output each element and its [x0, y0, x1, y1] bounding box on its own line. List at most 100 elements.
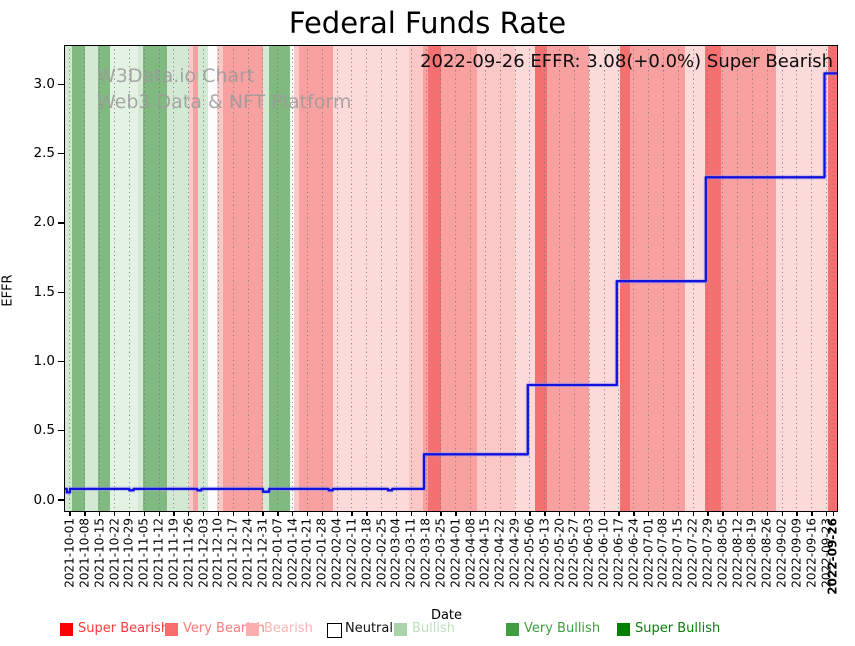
- gridline: [573, 45, 575, 512]
- gridline: [662, 45, 664, 512]
- x-tick-label: 2022-01-14: [284, 518, 299, 588]
- gridline: [232, 45, 234, 512]
- sentiment-band-very_bullish: [72, 45, 85, 512]
- effr-series-path: [64, 72, 838, 494]
- sentiment-band-very_bullish: [269, 45, 291, 512]
- x-axis-label: Date: [430, 608, 463, 623]
- sentiment-band-very_bullish: [97, 45, 111, 512]
- x-tick: [114, 512, 116, 516]
- x-tick-label: 2022-02-18: [359, 518, 374, 588]
- watermark-line2: Web3 Data & NFT Platform: [97, 91, 352, 113]
- x-tick: [603, 512, 605, 516]
- x-tick: [292, 512, 294, 516]
- x-tick-label: 2022-09-26: [825, 518, 840, 595]
- x-tick-label: 2021-11-12: [151, 518, 166, 588]
- gridline: [781, 45, 783, 512]
- x-tick: [737, 512, 739, 516]
- x-tick-label: 2022-07-22: [685, 518, 700, 588]
- x-tick-label: 2022-05-06: [522, 518, 537, 588]
- x-tick: [203, 512, 205, 516]
- gridline: [832, 45, 834, 512]
- x-tick-label: 2021-10-01: [62, 518, 77, 588]
- x-tick-label: 2021-11-26: [181, 518, 196, 588]
- x-tick-label: 2022-09-09: [789, 518, 804, 588]
- x-tick: [158, 512, 160, 516]
- x-tick-label: 2021-12-31: [255, 518, 270, 588]
- x-tick-label: 2022-09-02: [774, 518, 789, 588]
- gridline: [173, 45, 175, 512]
- sentiment-band-super_bearish: [428, 45, 441, 512]
- gridline: [395, 45, 397, 512]
- x-tick-label: 2022-04-01: [448, 518, 463, 588]
- x-tick: [351, 512, 353, 516]
- x-tick: [796, 512, 798, 516]
- x-tick-label: 2022-07-01: [641, 518, 656, 588]
- x-tick: [366, 512, 368, 516]
- x-tick-label: 2021-11-19: [166, 518, 181, 588]
- x-tick-label: 2022-05-27: [566, 518, 581, 588]
- legend-swatch-very-bullish: [506, 623, 519, 636]
- x-tick-label: 2022-07-15: [670, 518, 685, 588]
- x-tick: [766, 512, 769, 516]
- plot-area: W3Data.io Chart Web3 Data & NFT Platform…: [64, 45, 838, 512]
- gridline: [559, 45, 561, 512]
- x-tick: [573, 512, 576, 516]
- x-tick-label: 2022-06-24: [626, 518, 641, 588]
- legend-label: Super Bullish: [635, 621, 721, 636]
- x-tick: [99, 512, 101, 516]
- watermark-line1: W3Data.io Chart: [97, 65, 255, 87]
- gridline: [707, 45, 709, 512]
- x-tick: [707, 512, 709, 516]
- x-tick-label: 2021-10-29: [121, 518, 136, 588]
- x-tick: [232, 512, 234, 516]
- x-tick-label: 2021-12-10: [210, 518, 225, 588]
- watermark: W3Data.io Chart Web3 Data & NFT Platform: [97, 63, 351, 115]
- x-tick-label: 2022-04-22: [492, 518, 507, 588]
- sentiment-band-super_bearish: [620, 45, 630, 512]
- sentiment-band-bearish: [188, 45, 193, 512]
- x-tick: [692, 512, 694, 516]
- y-tick: [58, 499, 64, 501]
- gridline: [69, 45, 71, 512]
- x-tick: [484, 512, 487, 516]
- gridline: [306, 45, 308, 512]
- x-tick-label: 2022-04-15: [477, 518, 492, 588]
- legend-label: Very Bearish: [183, 621, 265, 636]
- gridline: [751, 45, 753, 512]
- gridline: [336, 45, 338, 512]
- gridline: [128, 45, 130, 512]
- gridline: [277, 45, 279, 512]
- y-tick: [58, 83, 64, 86]
- x-tick-label: 2022-02-11: [344, 518, 359, 588]
- legend-label: Bearish: [264, 621, 313, 636]
- x-tick: [751, 512, 754, 516]
- gridline: [292, 45, 294, 512]
- sentiment-band-very_bearish: [222, 45, 263, 512]
- gridline: [217, 45, 219, 512]
- gridline: [618, 45, 620, 512]
- x-tick: [440, 512, 442, 516]
- legend-label: Very Bullish: [524, 621, 601, 636]
- legend-swatch-super-bullish: [617, 623, 630, 636]
- sentiment-band-bullish: [137, 45, 144, 512]
- y-tick-label: 2.5: [33, 145, 55, 162]
- gridline: [737, 45, 739, 512]
- y-axis-label: EFFR: [0, 274, 16, 307]
- gridline: [603, 45, 605, 512]
- x-tick-label: 2022-02-04: [329, 518, 344, 588]
- gridline: [366, 45, 368, 512]
- gridline: [321, 45, 323, 512]
- latest-value-annotation: 2022-09-26 EFFR: 3.08(+0.0%) Super Beari…: [420, 51, 833, 72]
- y-tick-label: 1.0: [33, 352, 55, 369]
- x-tick: [217, 512, 220, 516]
- gridline: [529, 45, 531, 512]
- x-tick-label: 2022-03-04: [388, 518, 403, 588]
- sentiment-band-super_bearish: [535, 45, 547, 512]
- legend-swatch-neutral: [327, 623, 342, 638]
- gridline: [455, 45, 457, 512]
- x-tick: [633, 512, 635, 516]
- x-tick: [247, 512, 249, 516]
- x-tick-label: 2022-08-12: [730, 518, 745, 588]
- x-tick: [781, 512, 783, 516]
- x-tick: [811, 512, 813, 516]
